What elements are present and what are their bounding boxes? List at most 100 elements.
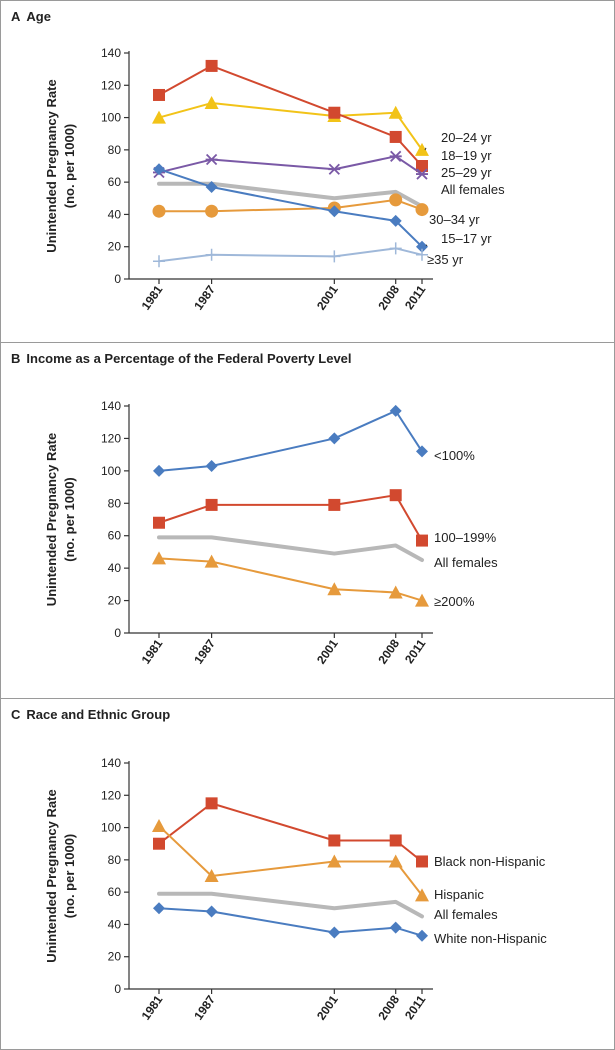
data-point	[328, 834, 341, 847]
data-point	[205, 248, 218, 261]
data-point	[388, 105, 403, 119]
x-tick-label: 1987	[191, 636, 218, 666]
x-tick-label: 2008	[375, 636, 402, 666]
data-point	[205, 204, 219, 218]
y-tick-label: 120	[101, 431, 121, 445]
series-200: ≥200%	[152, 551, 475, 609]
series-15-17-yr: 15–17 yr	[153, 163, 492, 253]
data-point	[416, 929, 428, 942]
series-100: <100%	[153, 404, 475, 477]
panel-age: A Age 0 20 40 60 80 100 120 140 Unintended Pregna…	[1, 1, 614, 343]
data-point	[152, 818, 166, 832]
series-all-females: All females	[157, 535, 498, 570]
y-axis: 0 20 40 60 80 100 120 140	[101, 756, 130, 996]
y-axis-title-line1: Unintended Pregnancy Rate	[44, 433, 59, 606]
data-point	[389, 242, 402, 255]
data-point	[204, 554, 219, 568]
panel-title-text: Race and Ethnic Group	[26, 707, 171, 722]
data-point	[389, 921, 402, 934]
data-point	[152, 204, 166, 218]
data-point	[205, 498, 218, 511]
panel-title-text: Age	[26, 9, 51, 24]
series-20-24-yr: 20–24 yr	[152, 96, 492, 156]
data-point	[153, 255, 165, 268]
y-tick-label: 20	[108, 240, 122, 254]
data-point	[204, 869, 219, 882]
panel-title-text: Income as a Percentage of the Federal Po…	[26, 351, 352, 366]
panel-title: B Income as a Percentage of the Federal P…	[11, 351, 352, 366]
series-all-females: All females	[157, 891, 498, 922]
data-point	[415, 203, 429, 217]
panel-letter: A	[11, 9, 21, 24]
data-point	[416, 160, 428, 172]
series-label: 30–34 yr	[429, 212, 480, 227]
data-point	[205, 153, 218, 166]
data-point	[328, 250, 341, 263]
panel-income: B Income as a Percentage of the Federal P…	[1, 343, 614, 699]
data-point	[205, 905, 218, 918]
y-tick-label: 40	[108, 917, 122, 931]
series-line	[158, 409, 423, 472]
y-tick-label: 80	[108, 496, 122, 510]
series-30-34-yr: 30–34 yr	[152, 193, 480, 227]
series-label: 20–24 yr	[441, 130, 492, 145]
y-tick-label: 60	[108, 175, 122, 189]
data-point	[389, 404, 402, 417]
x-tick-label: 1981	[139, 636, 166, 666]
data-point	[415, 593, 429, 607]
data-point	[152, 110, 166, 124]
x-axis: 1981 1987 2001 2008 2011	[129, 278, 433, 313]
series-all-females: All females	[157, 181, 505, 209]
data-point	[153, 516, 165, 529]
data-point	[153, 88, 165, 101]
y-tick-label: 0	[114, 626, 121, 640]
x-axis: 1981 1987 2001 2008 2011	[129, 632, 433, 667]
series-hispanic: Hispanic	[152, 818, 484, 902]
data-point	[153, 902, 165, 915]
series-25-29-yr: 25–29 yr	[153, 150, 492, 180]
data-point	[388, 854, 403, 868]
data-point	[388, 585, 403, 599]
y-tick-label: 60	[108, 529, 122, 543]
x-tick-label: 1987	[191, 992, 218, 1022]
panel-race: C Race and Ethnic Group 0 20 40 60 80 100 120 14…	[1, 699, 614, 1049]
x-tick-label: 2001	[314, 636, 341, 666]
data-point	[328, 163, 341, 175]
series-label: White non-Hispanic	[434, 931, 547, 946]
race-chart: 0 20 40 60 80 100 120 140 Unintended Pregnancy R…	[44, 756, 547, 1023]
y-tick-label: 80	[108, 853, 122, 867]
y-tick-label: 140	[101, 46, 121, 60]
series-line	[157, 181, 424, 209]
panel-letter: B	[11, 351, 21, 366]
x-tick-label: 2008	[375, 992, 402, 1022]
panel-title: C Race and Ethnic Group	[11, 707, 170, 722]
data-point	[389, 150, 402, 162]
y-tick-label: 80	[108, 143, 122, 157]
x-tick-label: 1981	[139, 992, 166, 1022]
series-line	[158, 168, 423, 248]
data-point	[416, 240, 428, 253]
series-line	[158, 102, 423, 151]
y-axis-title-line2: (no. per 1000)	[62, 834, 77, 919]
series-line	[158, 64, 423, 167]
x-tick-label: 1981	[139, 282, 166, 312]
data-point	[328, 106, 341, 119]
series-label: Black non-Hispanic	[434, 854, 546, 869]
x-axis: 1981 1987 2001 2008 2011	[129, 988, 433, 1023]
y-tick-label: 60	[108, 885, 122, 899]
series-black-non-hispanic: Black non-Hispanic	[153, 797, 546, 869]
y-axis-title-line1: Unintended Pregnancy Rate	[44, 789, 59, 962]
y-tick-label: 20	[108, 594, 122, 608]
y-tick-label: 40	[108, 207, 122, 221]
series-line	[158, 155, 423, 176]
series-label: 100–199%	[434, 530, 497, 545]
data-point	[204, 96, 219, 110]
series-line	[157, 535, 424, 563]
series-white-non-hispanic: White non-Hispanic	[153, 902, 547, 946]
label-leader-line	[424, 147, 427, 151]
series-label: ≥200%	[434, 594, 475, 609]
series-label: Hispanic	[434, 887, 484, 902]
series-line	[158, 494, 423, 542]
data-point	[416, 445, 428, 458]
